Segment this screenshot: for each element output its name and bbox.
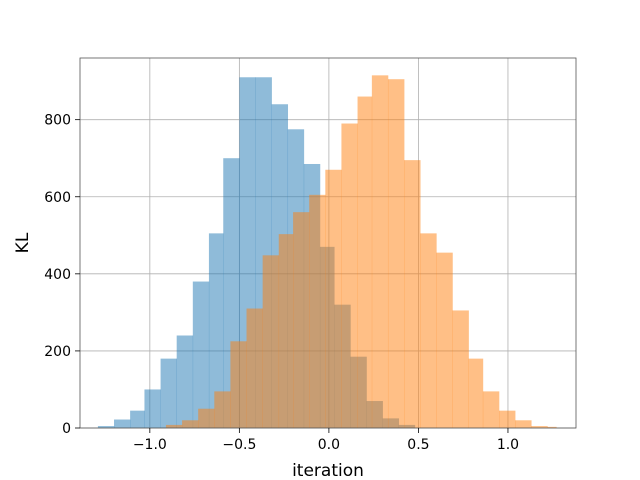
x-tick-label: 0.0 xyxy=(318,437,340,453)
histogram-bar-series-2 xyxy=(468,358,484,428)
histogram-bars xyxy=(97,75,557,429)
histogram-bar-series-2 xyxy=(420,233,437,428)
y-tick-label: 200 xyxy=(44,344,71,360)
histogram-bar-series-2 xyxy=(404,160,421,428)
histogram-bar-series-1 xyxy=(160,358,177,428)
histogram-bar-series-2 xyxy=(436,252,453,428)
histogram-bar-series-1 xyxy=(192,281,210,428)
axis-ticks: −1.0 −0.5 0.0 0.5 1.0 0 200 400 600 800 xyxy=(44,113,519,453)
histogram-bar-series-2 xyxy=(246,308,263,428)
y-axis-label: KL xyxy=(13,232,33,253)
y-tick-label: 400 xyxy=(44,267,71,283)
histogram-bar-series-2 xyxy=(182,420,199,428)
histogram-bar-series-2 xyxy=(262,255,280,428)
histogram-bar-series-2 xyxy=(515,420,532,428)
histogram-bar-series-2 xyxy=(325,169,342,429)
histogram-bar-series-1 xyxy=(176,335,194,428)
x-axis-label: iteration xyxy=(292,461,364,480)
x-tick-label: 0.5 xyxy=(407,437,429,453)
histogram-bar-series-2 xyxy=(341,123,358,428)
histogram-bar-series-2 xyxy=(357,96,373,429)
histogram-bar-series-2 xyxy=(387,79,405,429)
histogram-bar-series-2 xyxy=(165,424,183,428)
x-tick-label: −1.0 xyxy=(133,437,167,453)
y-tick-label: 800 xyxy=(44,113,71,129)
histogram-bar-series-1 xyxy=(114,419,131,428)
y-tick-label: 0 xyxy=(62,421,71,437)
histogram-bar-series-2 xyxy=(499,410,516,428)
histogram-bar-series-2 xyxy=(371,75,389,428)
histogram-bar-series-2 xyxy=(452,310,469,428)
histogram-bar-series-2 xyxy=(214,391,231,428)
histogram-bar-series-2 xyxy=(198,408,215,428)
x-tick-label: −0.5 xyxy=(222,437,256,453)
plot-frame xyxy=(79,57,577,429)
histogram-bar-series-2 xyxy=(293,212,310,428)
histogram-bar-series-1 xyxy=(130,410,145,428)
histogram-bar-series-2 xyxy=(547,426,557,428)
histogram-bar-series-2 xyxy=(482,391,500,428)
histogram-bar-series-2 xyxy=(278,234,294,428)
histogram-bar-series-1 xyxy=(208,233,224,428)
x-tick-label: 1.0 xyxy=(497,437,519,453)
y-tick-label: 600 xyxy=(44,190,71,206)
histogram-bar-series-2 xyxy=(531,426,548,428)
histogram-bar-series-1 xyxy=(144,389,161,428)
histogram-bar-series-2 xyxy=(230,341,247,428)
histogram-bar-series-1 xyxy=(97,426,115,428)
histogram-bar-series-2 xyxy=(309,194,326,428)
